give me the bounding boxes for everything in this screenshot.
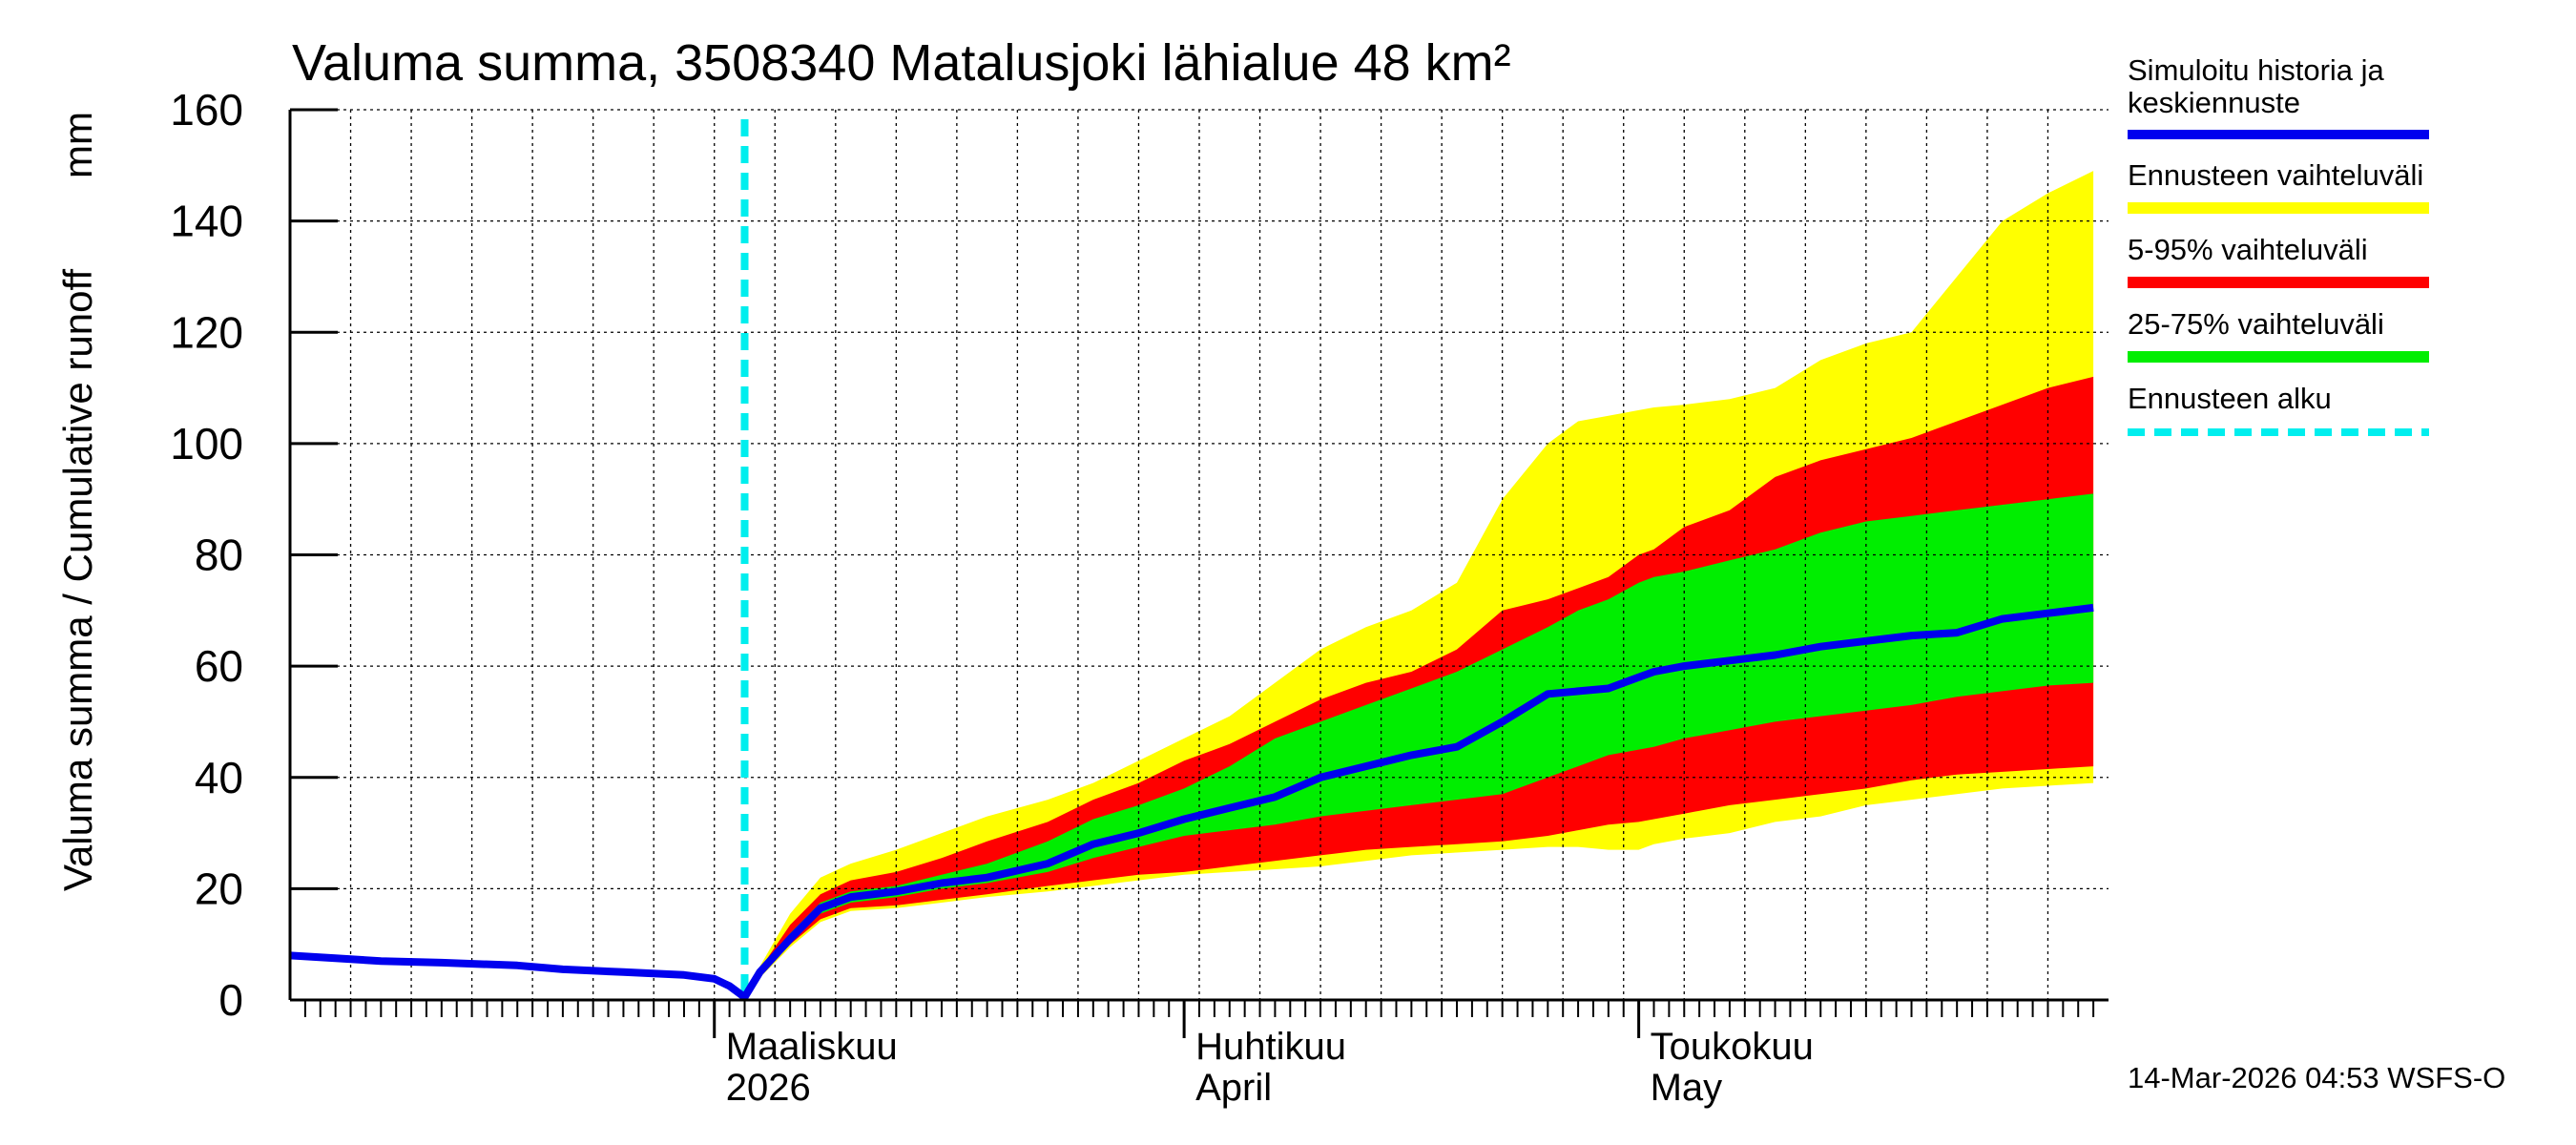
legend-label-p25-75: 25-75% vaihteluväli: [2128, 307, 2384, 341]
y-tick-labels: 0 20 40 60 80 100 120 140 160: [170, 85, 243, 1025]
y-tick-label-120: 120: [170, 307, 243, 357]
month-label-april: Huhtikuu: [1195, 1026, 1346, 1068]
y-tick-label-60: 60: [195, 641, 243, 691]
chart-title: Valuma summa, 3508340 Matalusjoki lähial…: [292, 34, 1511, 92]
y-axis-unit: mm: [55, 112, 100, 178]
legend-label-forecast-start: Ennusteen alku: [2128, 382, 2332, 415]
y-tick-label-80: 80: [195, 531, 243, 580]
legend-label-p5-95: 5-95% vaihteluväli: [2128, 233, 2368, 266]
y-tick-label-0: 0: [218, 975, 243, 1025]
y-tick-label-40: 40: [195, 753, 243, 802]
month-year-march: 2026: [726, 1067, 811, 1109]
median-series-line: [289, 603, 2094, 1002]
axes: [288, 108, 2109, 1038]
legend: Simuloitu historia ja keskiennuste Ennus…: [2128, 53, 2429, 436]
legend-label-median-1: Simuloitu historia ja: [2128, 53, 2385, 87]
forecast-bands: [744, 171, 2094, 998]
y-tick-label-140: 140: [170, 197, 243, 246]
month-labels: Maaliskuu 2026 Huhtikuu April Toukokuu M…: [726, 1026, 1814, 1109]
legend-label-median-2: keskiennuste: [2128, 86, 2300, 119]
y-axis-label: Valuma summa / Cumulative runoff: [55, 269, 100, 891]
month-label-march: Maaliskuu: [726, 1026, 898, 1068]
timestamp-footer: 14-Mar-2026 04:53 WSFS-O: [2128, 1061, 2505, 1094]
month-year-april: April: [1195, 1067, 1272, 1109]
grid: [290, 109, 2109, 1000]
month-year-may: May: [1651, 1067, 1723, 1109]
y-tick-label-160: 160: [170, 85, 243, 135]
y-tick-label-20: 20: [195, 864, 243, 913]
y-tick-label-100: 100: [170, 419, 243, 468]
month-label-may: Toukokuu: [1651, 1026, 1814, 1068]
legend-label-range: Ennusteen vaihteluväli: [2128, 158, 2423, 192]
band-p25-p75: [744, 493, 2094, 998]
